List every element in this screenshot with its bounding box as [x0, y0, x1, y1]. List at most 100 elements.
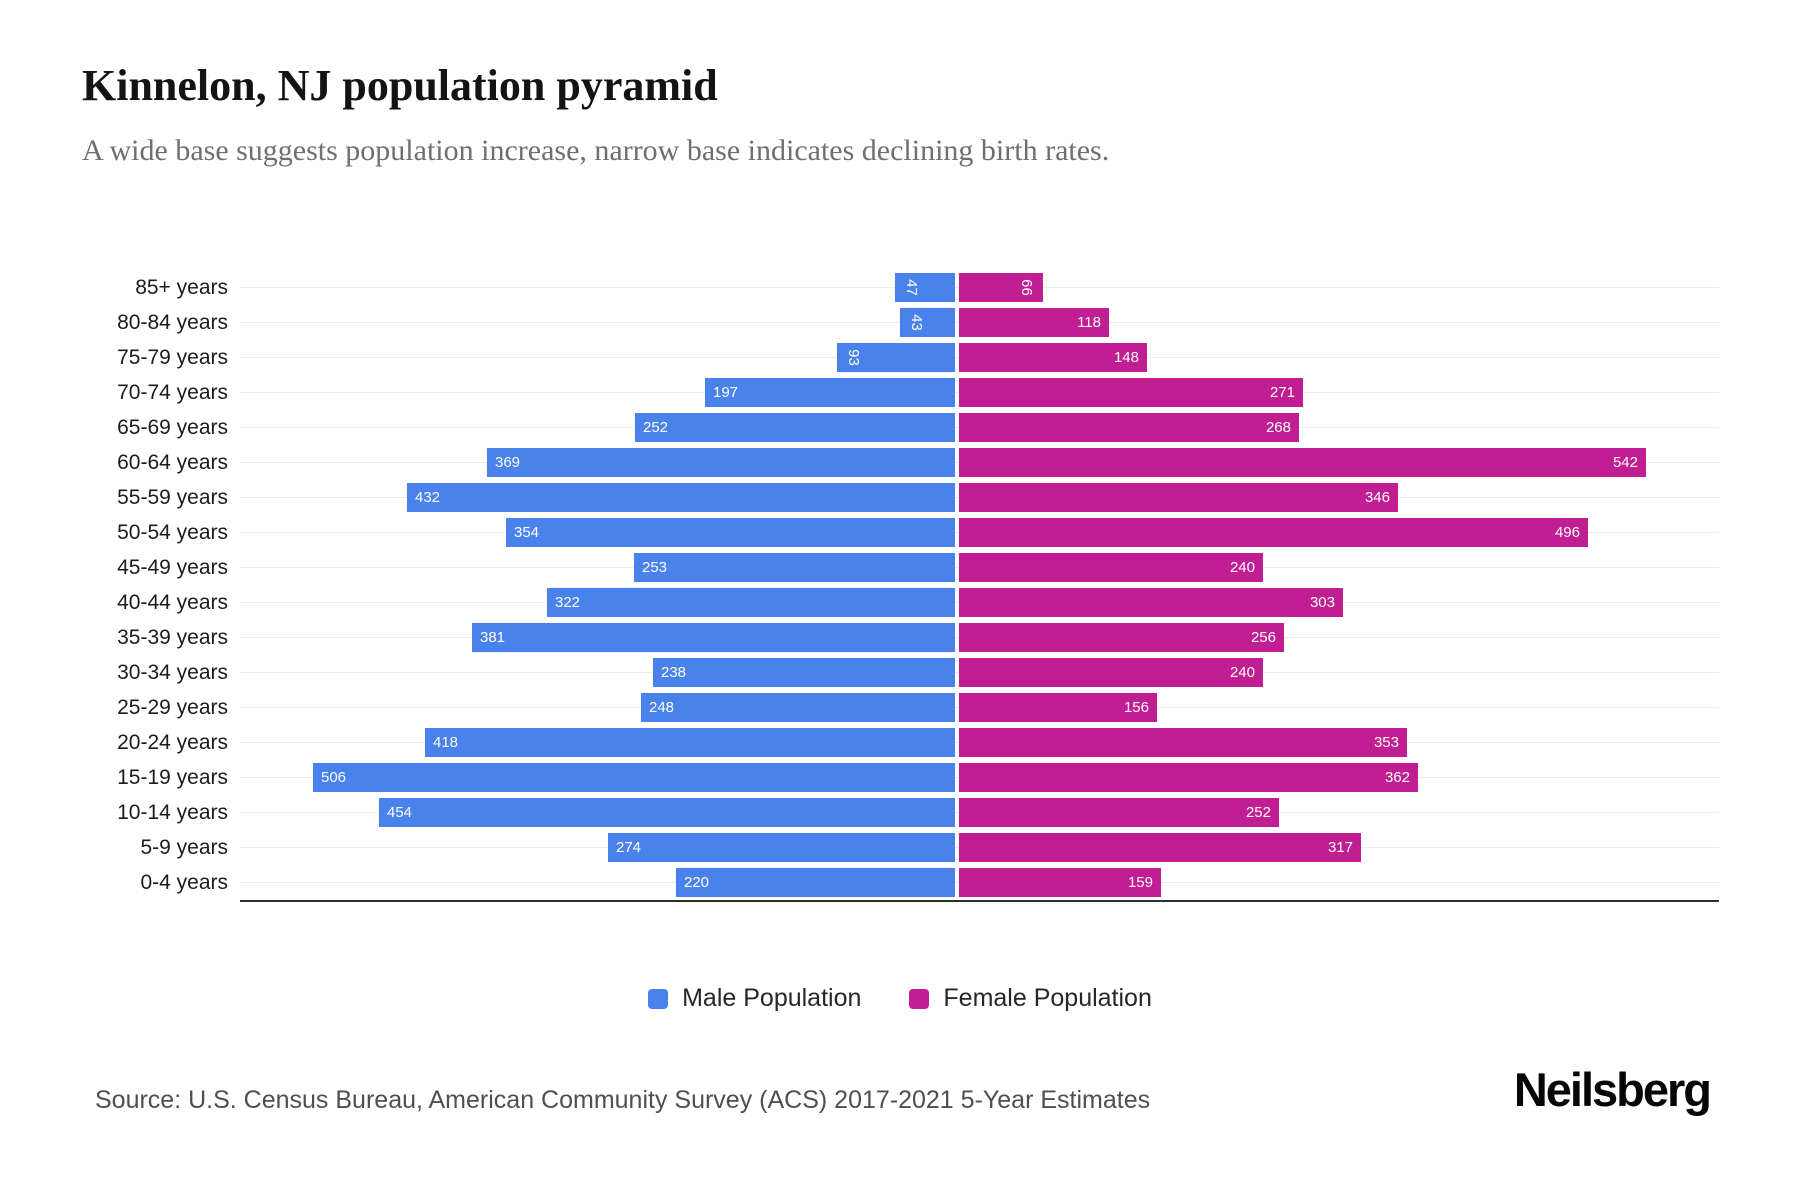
- female-value-label: 118: [1077, 314, 1101, 331]
- plot-area: 418 353: [240, 725, 1719, 760]
- plot-area: 506 362: [240, 760, 1719, 795]
- male-bar: 253: [634, 553, 955, 582]
- female-legend-swatch-icon: [909, 988, 930, 1009]
- male-value-label: 220: [684, 874, 710, 891]
- female-value-label: 252: [1245, 804, 1271, 821]
- male-value-label: 43: [907, 314, 925, 331]
- plot-area: 381 256: [240, 620, 1719, 655]
- age-group-label: 15-19 years: [117, 766, 228, 789]
- female-bar: 542: [959, 448, 1646, 477]
- legend-item-female[interactable]: Female Population: [909, 984, 1152, 1013]
- female-value-label: 362: [1384, 769, 1410, 786]
- female-bar: 256: [959, 623, 1284, 652]
- age-group-label: 80-84 years: [117, 311, 228, 334]
- male-value-label: 197: [713, 384, 739, 401]
- male-bar: 43: [900, 308, 955, 337]
- male-bar: 252: [635, 413, 955, 442]
- female-bar: 346: [959, 483, 1398, 512]
- chart-subtitle: A wide base suggests population increase…: [82, 134, 1110, 167]
- female-value-label: 256: [1250, 629, 1276, 646]
- male-value-label: 47: [902, 279, 920, 296]
- plot-area: 248 156: [240, 690, 1719, 725]
- legend-label-female: Female Population: [943, 984, 1152, 1012]
- plot-area: 253 240: [240, 550, 1719, 585]
- male-bar: 432: [407, 483, 955, 512]
- pyramid-row: 75-79 years 93 148: [0, 340, 1800, 375]
- plot-area: 197 271: [240, 375, 1719, 410]
- pyramid-row: 70-74 years 197 271: [0, 375, 1800, 410]
- plot-area: 354 496: [240, 515, 1719, 550]
- male-value-label: 248: [649, 699, 675, 716]
- male-value-label: 432: [415, 489, 441, 506]
- male-value-label: 274: [616, 839, 642, 856]
- female-bar: 496: [959, 518, 1588, 547]
- male-value-label: 381: [480, 629, 506, 646]
- male-bar: 274: [608, 833, 955, 862]
- age-group-label: 75-79 years: [117, 346, 228, 369]
- male-bar: 454: [379, 798, 955, 827]
- plot-area: 432 346: [240, 480, 1719, 515]
- female-bar: 317: [959, 833, 1361, 862]
- age-group-label: 25-29 years: [117, 696, 228, 719]
- legend-label-male: Male Population: [682, 984, 862, 1012]
- female-value-label: 240: [1229, 559, 1255, 576]
- male-bar: 47: [895, 273, 955, 302]
- age-group-label: 30-34 years: [117, 661, 228, 684]
- age-group-label: 60-64 years: [117, 451, 228, 474]
- age-group-label: 40-44 years: [117, 591, 228, 614]
- age-group-label: 55-59 years: [117, 486, 228, 509]
- age-group-label: 50-54 years: [117, 521, 228, 544]
- plot-area: 93 148: [240, 340, 1719, 375]
- female-value-label: 148: [1113, 349, 1139, 366]
- pyramid-row: 80-84 years 43 118: [0, 305, 1800, 340]
- male-bar: 381: [472, 623, 955, 652]
- male-bar: 197: [705, 378, 955, 407]
- male-value-label: 369: [495, 454, 521, 471]
- male-value-label: 93: [844, 349, 862, 366]
- male-bar: 220: [676, 868, 955, 897]
- plot-area: 43 118: [240, 305, 1719, 340]
- plot-area: 369 542: [240, 445, 1719, 480]
- legend-item-male[interactable]: Male Population: [648, 984, 861, 1013]
- male-value-label: 252: [643, 419, 669, 436]
- female-bar: 66: [959, 273, 1043, 302]
- female-value-label: 66: [1018, 279, 1036, 296]
- female-value-label: 159: [1127, 874, 1153, 891]
- female-bar: 240: [959, 553, 1263, 582]
- female-value-label: 271: [1269, 384, 1295, 401]
- pyramid-row: 25-29 years 248 156: [0, 690, 1800, 725]
- legend: Male Population Female Population: [0, 984, 1800, 1013]
- pyramid-row: 60-64 years 369 542: [0, 445, 1800, 480]
- pyramid-row: 0-4 years 220 159: [0, 865, 1800, 900]
- female-value-label: 240: [1229, 664, 1255, 681]
- female-bar: 252: [959, 798, 1279, 827]
- female-bar: 353: [959, 728, 1407, 757]
- pyramid-row: 10-14 years 454 252: [0, 795, 1800, 830]
- male-legend-swatch-icon: [648, 988, 669, 1009]
- chart-title: Kinnelon, NJ population pyramid: [82, 61, 718, 110]
- female-bar: 159: [959, 868, 1161, 897]
- pyramid-row: 85+ years 47 66: [0, 270, 1800, 305]
- male-value-label: 253: [642, 559, 668, 576]
- female-value-label: 496: [1554, 524, 1580, 541]
- male-bar: 506: [313, 763, 955, 792]
- male-bar: 238: [653, 658, 955, 687]
- plot-area: 322 303: [240, 585, 1719, 620]
- pyramid-row: 5-9 years 274 317: [0, 830, 1800, 865]
- age-group-label: 0-4 years: [140, 871, 228, 894]
- female-value-label: 346: [1364, 489, 1390, 506]
- male-value-label: 418: [433, 734, 459, 751]
- pyramid-row: 45-49 years 253 240: [0, 550, 1800, 585]
- pyramid-row: 15-19 years 506 362: [0, 760, 1800, 795]
- plot-area: 47 66: [240, 270, 1719, 305]
- male-value-label: 454: [387, 804, 413, 821]
- female-bar: 118: [959, 308, 1109, 337]
- female-value-label: 303: [1309, 594, 1335, 611]
- pyramid-row: 40-44 years 322 303: [0, 585, 1800, 620]
- age-group-label: 65-69 years: [117, 416, 228, 439]
- neilsberg-logo: Neilsberg: [1513, 1063, 1712, 1116]
- plot-area: 252 268: [240, 410, 1719, 445]
- male-bar: 248: [641, 693, 955, 722]
- male-value-label: 322: [555, 594, 581, 611]
